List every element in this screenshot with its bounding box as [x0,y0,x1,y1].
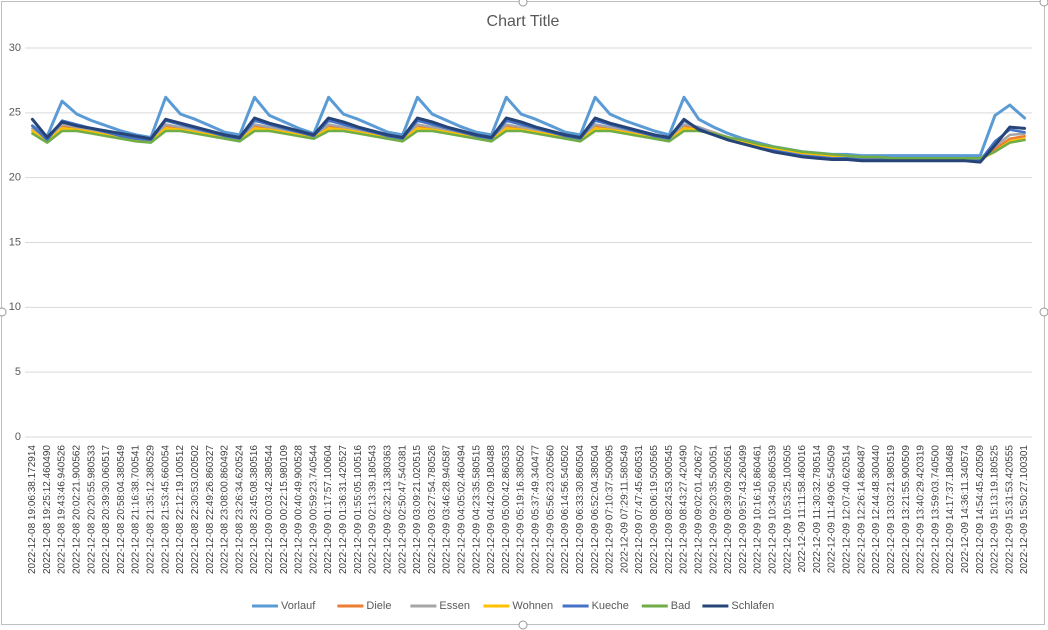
x-tick-label: 2022-12-09 10:53:25.100505 [782,445,793,574]
legend-label: Diele [366,600,391,612]
x-tick-label: 2022-12-09 03:09:21.020515 [412,445,423,574]
x-tick-label: 2022-12-09 08:06:19.500565 [649,445,660,574]
legend-label: Bad [671,600,691,612]
resize-handle[interactable] [1039,0,1048,7]
x-tick-label: 2022-12-08 23:26:34.620524 [234,445,245,574]
x-tick-label: 2022-12-09 14:36:11.340574 [960,445,971,574]
legend-label: Wohnen [512,600,553,612]
x-tick-label: 2022-12-08 22:49:26.860327 [205,445,216,574]
x-tick-label: 2022-12-09 02:13:39.180543 [368,445,379,574]
x-tick-label: 2022-12-09 13:59:03.740500 [930,445,941,574]
x-tick-label: 2022-12-09 04:23:35.580515 [471,445,482,574]
x-tick-label: 2022-12-08 21:53:45.660054 [160,445,171,574]
x-tick-label: 2022-12-08 20:02:21.900562 [71,445,82,574]
x-tick-label: 2022-12-09 09:20:35.500051 [708,445,719,574]
x-tick-label: 2022-12-09 09:02:01.420627 [693,445,704,574]
x-tick-label: 2022-12-09 12:26:14.860487 [856,445,867,574]
x-tick-label: 2022-12-09 15:50:27.100301 [1019,445,1030,574]
resize-handle[interactable] [518,620,528,630]
x-tick-label: 2022-12-08 23:45:08.380516 [249,445,260,574]
x-tick-label: 2022-12-09 05:00:42.860353 [501,445,512,574]
x-tick-label: 2022-12-09 11:49:06.540509 [827,445,838,574]
y-tick-label: 15 [9,236,21,248]
x-tick-label: 2022-12-09 03:27:54.780526 [427,445,438,574]
x-tick-label: 2022-12-09 02:32:13.380363 [382,445,393,574]
x-tick-label: 2022-12-09 01:36:31.420527 [338,445,349,574]
x-tick-label: 2022-12-09 01:55:05.100516 [353,445,364,574]
x-tick-label: 2022-12-09 08:24:53.900545 [664,445,675,574]
x-tick-label: 2022-12-08 21:16:38.700541 [131,445,142,574]
x-tick-label: 2022-12-09 00:40:49.900528 [294,445,305,574]
x-tick-label: 2022-12-09 09:39:09.260561 [723,445,734,574]
x-tick-label: 2022-12-09 13:21:55.900509 [901,445,912,574]
x-tick-label: 2022-12-09 13:03:21.980519 [886,445,897,574]
y-tick-label: 10 [9,301,21,313]
x-tick-label: 2022-12-09 15:13:19.180525 [990,445,1001,574]
x-tick-label: 2022-12-09 05:19:16.380502 [516,445,527,574]
x-tick-label: 2022-12-09 07:47:45.660531 [634,445,645,574]
x-tick-label: 2022-12-08 19:25:12.460490 [42,445,53,574]
y-tick-label: 20 [9,172,21,184]
x-tick-label: 2022-12-09 04:42:09.180488 [486,445,497,574]
resize-handle[interactable] [518,0,528,7]
x-tick-label: 2022-12-09 05:56:23.020560 [545,445,556,574]
x-tick-label: 2022-12-09 10:34:50.860539 [767,445,778,574]
x-tick-label: 2022-12-08 22:30:53.020502 [190,445,201,574]
x-tick-label: 2022-12-09 09:57:43.260499 [738,445,749,574]
x-tick-label: 2022-12-09 15:31:53.420555 [1004,445,1015,574]
x-tick-label: 2022-12-09 13:40:29.420319 [916,445,927,574]
x-tick-label: 2022-12-08 20:39:30.060517 [101,445,112,574]
x-tick-label: 2022-12-09 08:43:27.420490 [679,445,690,574]
y-tick-label: 0 [15,431,21,443]
x-tick-label: 2022-12-09 14:54:45.420509 [975,445,986,574]
legend-label: Vorlauf [281,600,316,612]
legend-label: Essen [439,600,470,612]
chart-title: Chart Title [487,13,560,30]
x-tick-label: 2022-12-08 22:12:19.100512 [175,445,186,574]
x-tick-label: 2022-12-09 00:22:15.980109 [279,445,290,574]
y-tick-label: 25 [9,107,21,119]
x-tick-label: 2022-12-09 06:52:04.380504 [590,445,601,574]
x-tick-label: 2022-12-09 04:05:02.460494 [457,445,468,574]
x-tick-label: 2022-12-09 03:46:28.940587 [442,445,453,574]
x-tick-label: 2022-12-09 02:50:47.540381 [397,445,408,574]
legend-label: Schlafen [731,600,774,612]
x-tick-label: 2022-12-09 01:17:57.100604 [323,445,334,574]
x-tick-label: 2022-12-09 07:10:37.500095 [605,445,616,574]
x-tick-label: 2022-12-08 19:06:38.172914 [27,445,38,574]
x-tick-label: 2022-12-08 20:20:55.980533 [86,445,97,574]
x-tick-label: 2022-12-09 10:16:16.860461 [753,445,764,574]
x-tick-label: 2022-12-08 21:35:12.380529 [146,445,157,574]
x-tick-label: 2022-12-09 06:33:30.860504 [575,445,586,574]
x-tick-label: 2022-12-08 20:58:04.380549 [116,445,127,574]
x-tick-label: 2022-12-09 00:59:23.740544 [308,445,319,574]
x-tick-label: 2022-12-08 23:08:00.860492 [220,445,231,574]
x-tick-label: 2022-12-09 12:44:48.300440 [871,445,882,574]
x-tick-label: 2022-12-09 00:03:42.380544 [264,445,275,574]
x-tick-label: 2022-12-09 11:30:32.780514 [812,445,823,574]
legend-label: Kueche [592,600,629,612]
series-line [30,95,1027,158]
x-tick-label: 2022-12-09 06:14:56.540502 [560,445,571,574]
x-tick-label: 2022-12-09 11:11:58.460016 [797,445,808,573]
x-tick-label: 2022-12-08 19:43:46.940526 [57,445,68,574]
x-tick-label: 2022-12-09 07:29:11.580549 [619,445,630,574]
x-tick-label: 2022-12-09 14:17:37.180468 [945,445,956,574]
series-line [31,129,1026,160]
series-line [30,116,1027,164]
y-tick-label: 5 [15,366,21,378]
x-tick-label: 2022-12-09 12:07:40.620514 [842,445,853,574]
resize-handle[interactable] [0,307,7,317]
y-tick-label: 30 [9,42,21,54]
x-tick-label: 2022-12-09 05:37:49.340477 [531,445,542,574]
resize-handle[interactable] [1039,307,1048,317]
